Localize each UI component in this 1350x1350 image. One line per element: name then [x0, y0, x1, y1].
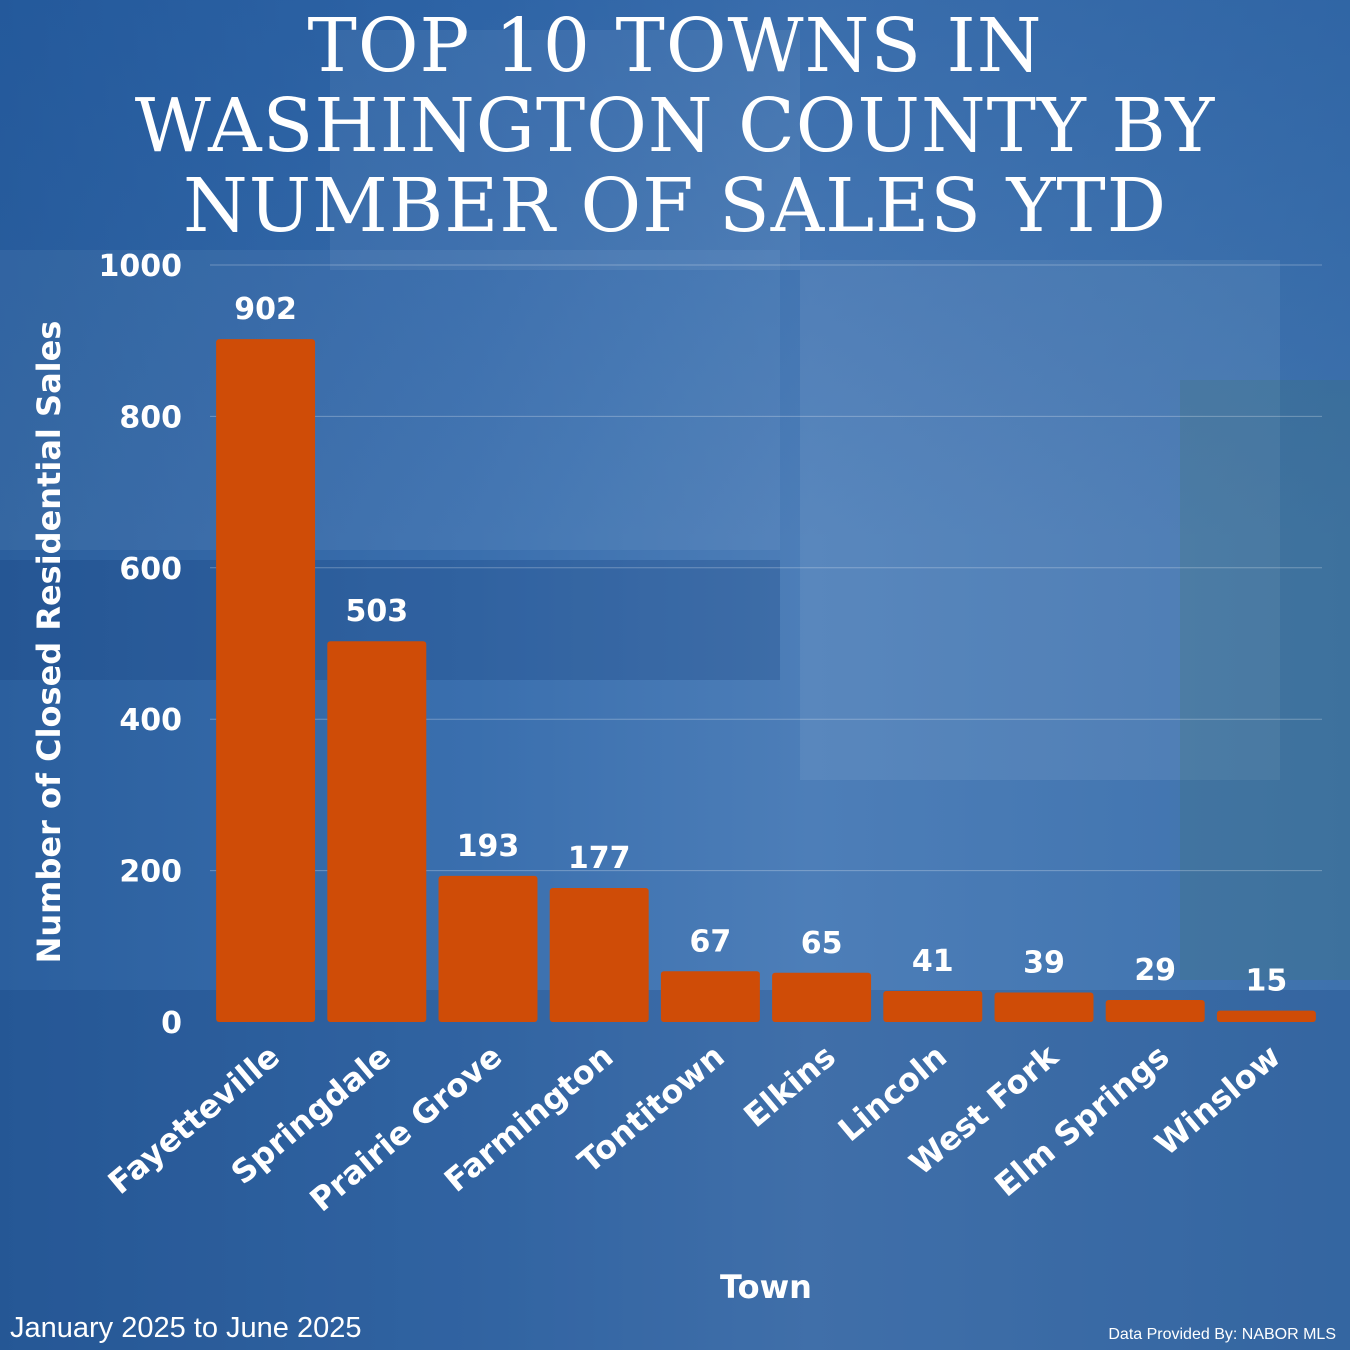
- bar: [883, 990, 983, 1022]
- y-tick-label: 800: [119, 400, 182, 435]
- bar: [994, 992, 1094, 1022]
- data-source-label: Data Provided By: NABOR MLS: [1108, 1326, 1336, 1343]
- date-range-label: January 2025 to June 2025: [10, 1312, 362, 1344]
- bar-value-label: 193: [457, 829, 520, 864]
- x-axis-title: Town: [720, 1268, 812, 1306]
- x-category-label: Prairie Grove: [302, 1037, 509, 1219]
- bar-value-label: 29: [1134, 953, 1176, 988]
- bar: [1216, 1010, 1316, 1022]
- bar: [772, 972, 872, 1022]
- bar-value-label: 902: [234, 292, 297, 327]
- x-category-label: Elkins: [736, 1037, 842, 1135]
- bar: [216, 339, 316, 1022]
- y-tick-label: 1000: [99, 249, 183, 284]
- bar-value-label: 65: [801, 926, 843, 961]
- bar-value-label: 503: [345, 594, 408, 629]
- y-tick-label: 400: [119, 703, 182, 738]
- y-tick-label: 600: [119, 552, 182, 587]
- bar-value-label: 15: [1246, 964, 1288, 999]
- bar: [549, 888, 649, 1022]
- bar: [1105, 1000, 1205, 1022]
- x-category-label: Winslow: [1148, 1037, 1288, 1163]
- bar-value-label: 39: [1023, 945, 1065, 980]
- y-tick-label: 0: [161, 1006, 182, 1041]
- bar: [327, 641, 427, 1022]
- bar-value-label: 177: [568, 841, 631, 876]
- y-axis-title: Number of Closed Residential Sales: [30, 321, 68, 964]
- chart-title: TOP 10 TOWNS IN WASHINGTON COUNTY BY NUM…: [134, 3, 1216, 249]
- bar: [438, 875, 538, 1022]
- bar-value-label: 41: [912, 944, 954, 979]
- bar: [660, 971, 760, 1022]
- y-tick-label: 200: [119, 855, 182, 890]
- bar-value-label: 67: [690, 924, 732, 959]
